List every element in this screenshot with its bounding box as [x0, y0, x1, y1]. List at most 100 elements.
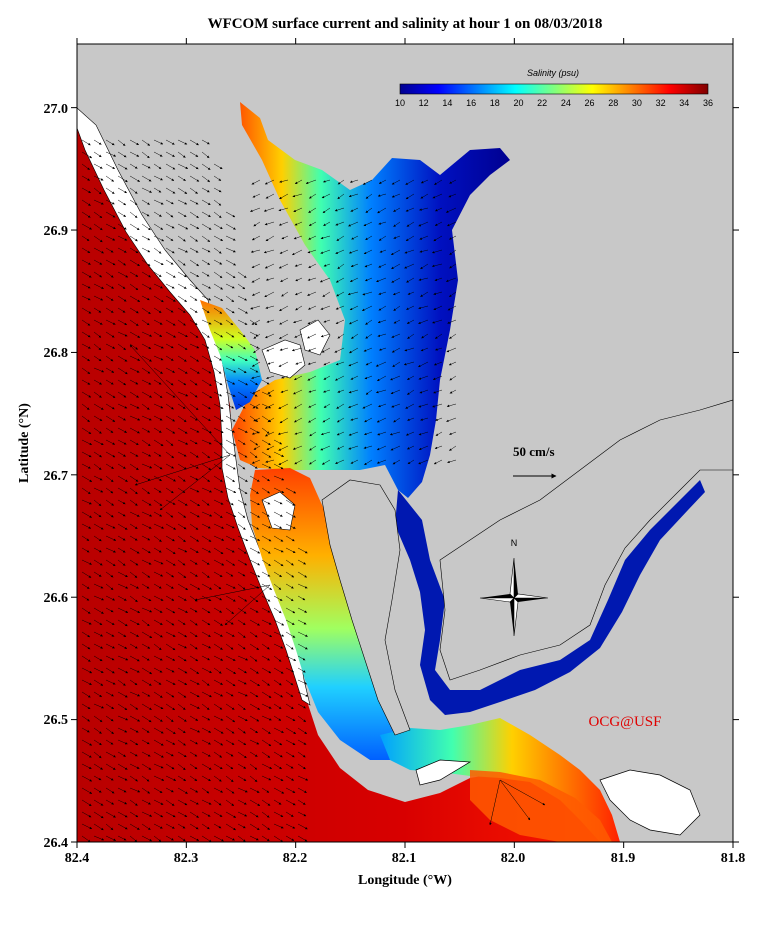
current-vector — [153, 727, 164, 734]
current-vector — [153, 511, 163, 517]
current-vector — [129, 667, 140, 673]
current-vector — [225, 739, 235, 745]
current-vector — [201, 775, 211, 782]
current-vector — [117, 343, 126, 351]
current-vector — [93, 727, 102, 734]
current-vector — [273, 607, 282, 614]
current-vector — [177, 823, 186, 829]
current-vector — [225, 475, 235, 483]
current-vector — [261, 607, 271, 613]
current-vector — [189, 307, 198, 313]
current-vector — [177, 631, 188, 638]
current-vector — [213, 547, 224, 555]
current-vector — [141, 223, 151, 231]
current-vector — [201, 811, 211, 817]
current-vector — [81, 787, 93, 794]
current-vector — [297, 799, 306, 805]
current-vector — [261, 691, 272, 698]
current-vector — [237, 535, 249, 542]
current-vector — [189, 367, 200, 374]
current-vector — [93, 835, 105, 841]
current-vector — [105, 751, 116, 758]
current-vector — [237, 499, 247, 506]
current-vector — [225, 211, 236, 218]
current-vector — [201, 355, 213, 363]
current-vector — [153, 259, 164, 266]
current-vector — [225, 463, 236, 470]
current-vector — [165, 499, 176, 505]
current-vector — [201, 331, 210, 338]
current-vector — [153, 199, 164, 205]
current-vector — [165, 259, 174, 265]
current-vector — [93, 403, 104, 410]
current-vector — [105, 199, 115, 205]
current-vector — [81, 295, 91, 301]
current-vector — [249, 619, 260, 626]
current-vector — [117, 763, 128, 770]
current-vector — [117, 331, 128, 337]
current-vector — [297, 667, 306, 673]
current-vector — [117, 175, 128, 183]
current-vector — [225, 223, 236, 230]
current-vector — [237, 739, 247, 746]
current-vector — [165, 511, 174, 518]
current-vector — [153, 439, 164, 447]
current-vector — [213, 247, 222, 254]
current-vector — [117, 499, 126, 505]
current-vector — [165, 379, 174, 386]
current-vector — [141, 343, 152, 350]
current-vector — [129, 223, 140, 231]
current-vector — [237, 319, 248, 325]
current-vector — [165, 751, 174, 757]
current-vector — [165, 355, 174, 361]
current-vector — [237, 667, 247, 674]
current-vector — [225, 331, 235, 338]
current-vector — [189, 739, 198, 745]
current-vector — [117, 307, 126, 313]
current-vector — [261, 403, 272, 409]
current-vector — [201, 727, 212, 733]
current-vector — [129, 679, 138, 686]
current-vector — [129, 595, 138, 603]
current-vector — [273, 499, 283, 505]
current-vector — [165, 763, 175, 770]
current-vector — [213, 475, 223, 482]
current-vector — [249, 715, 260, 722]
current-vector — [213, 235, 224, 242]
current-vector — [165, 439, 174, 446]
current-vector — [213, 763, 223, 770]
current-vector — [141, 835, 152, 842]
current-vector — [105, 175, 115, 182]
current-vector — [117, 703, 128, 711]
current-vector — [189, 415, 198, 421]
colorbar-tick-label: 36 — [703, 98, 713, 108]
current-vector — [165, 547, 176, 555]
current-vector — [213, 523, 224, 529]
current-vector — [201, 211, 211, 218]
current-vector — [81, 667, 93, 674]
current-vector — [189, 199, 199, 205]
current-vector — [117, 751, 126, 757]
current-vector — [249, 547, 261, 554]
current-vector — [153, 667, 163, 673]
current-vector — [213, 787, 224, 793]
current-vector — [153, 223, 164, 230]
y-tick-labels: 26.4 26.5 26.6 26.7 26.8 26.9 27.0 — [44, 102, 69, 851]
current-vector — [81, 715, 90, 722]
current-vector — [129, 139, 139, 146]
current-vector — [249, 727, 258, 734]
current-vector — [165, 223, 175, 229]
current-vector — [165, 835, 174, 841]
current-vector — [105, 391, 116, 398]
current-vector — [201, 523, 211, 529]
current-vector — [225, 319, 234, 326]
current-vector — [261, 787, 270, 793]
current-vector — [141, 355, 152, 362]
y-tick-label: 26.8 — [44, 346, 69, 361]
current-vector — [153, 487, 162, 493]
current-vector — [105, 379, 114, 385]
current-vector — [201, 403, 211, 410]
current-vector — [117, 739, 128, 745]
current-vector — [141, 763, 152, 770]
current-vector — [285, 535, 295, 542]
